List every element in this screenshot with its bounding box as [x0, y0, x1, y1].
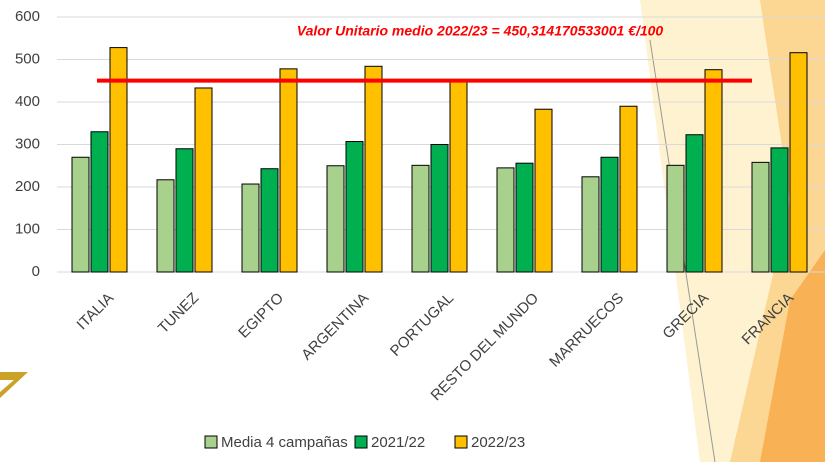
bar — [241, 183, 260, 273]
y-tick-label: 0 — [32, 263, 40, 280]
x-tick-label: MARRUECOS — [546, 290, 627, 371]
bar — [364, 65, 383, 273]
y-tick-label: 500 — [15, 50, 40, 67]
annotation: Valor Unitario medio 2022/23 = 450,31417… — [297, 23, 664, 39]
legend-swatch — [354, 435, 368, 449]
decoration — [760, 250, 825, 462]
x-tick-label: TUNEZ — [155, 290, 202, 337]
bar — [326, 165, 345, 273]
bar — [109, 47, 128, 273]
legend-label: Media 4 campañas — [221, 434, 348, 451]
y-tick-label: 400 — [15, 93, 40, 110]
x-tick-label: PORTUGAL — [387, 290, 457, 360]
bar — [194, 87, 213, 273]
bar — [685, 134, 704, 273]
bar — [515, 162, 534, 273]
bar — [345, 141, 364, 273]
bar — [496, 167, 515, 273]
y-tick-label: 200 — [15, 178, 40, 195]
bar — [666, 164, 685, 273]
bar — [411, 164, 430, 273]
bar — [156, 179, 175, 273]
bar — [789, 52, 808, 273]
legend-label: 2021/22 — [371, 434, 425, 451]
bar — [71, 156, 90, 273]
bar — [581, 176, 600, 273]
legend-label: 2022/23 — [471, 434, 525, 451]
bar — [751, 161, 770, 273]
bar — [279, 68, 298, 273]
legend-swatch — [454, 435, 468, 449]
x-tick-label: ARGENTINA — [298, 290, 372, 364]
y-tick-label: 100 — [15, 220, 40, 237]
bar — [704, 69, 723, 273]
x-tick-label: ITALIA — [73, 290, 117, 334]
decoration — [0, 372, 28, 398]
bar — [90, 131, 109, 273]
x-tick-label: EGIPTO — [235, 290, 287, 342]
y-tick-label: 600 — [15, 8, 40, 25]
bar — [534, 108, 553, 273]
decoration — [0, 380, 14, 392]
bar — [260, 168, 279, 273]
bar — [449, 80, 468, 273]
bar — [619, 105, 638, 273]
legend-swatch — [204, 435, 218, 449]
bar — [430, 144, 449, 273]
bar — [770, 147, 789, 273]
y-tick-label: 300 — [15, 135, 40, 152]
bar — [600, 156, 619, 273]
bar — [175, 148, 194, 273]
